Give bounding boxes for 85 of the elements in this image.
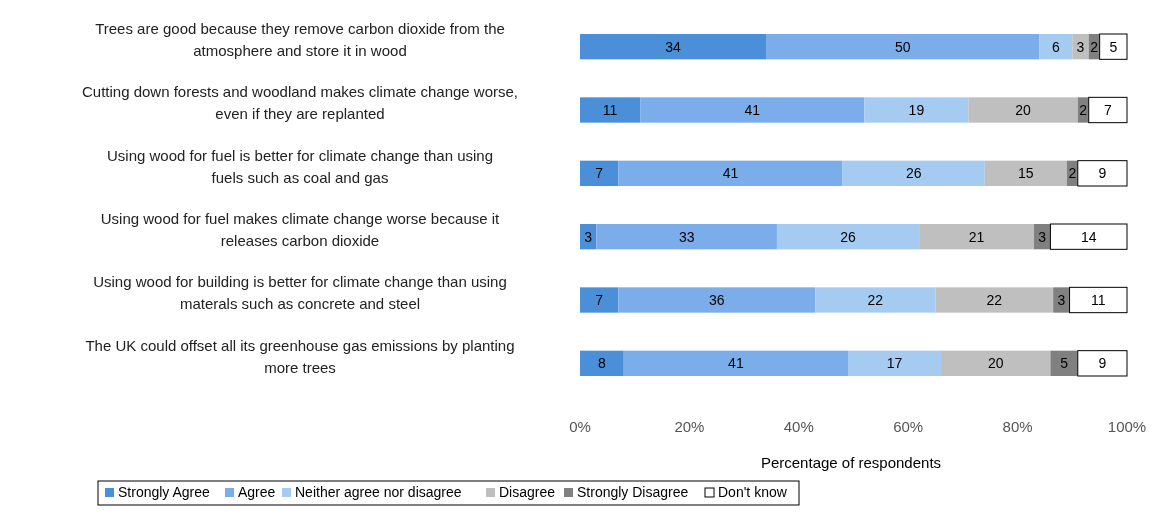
legend-label: Neither agree nor disagree: [295, 484, 462, 500]
bar: [618, 287, 816, 313]
bar: [765, 34, 1040, 60]
bar: [596, 224, 777, 250]
y-tick-label: Using wood for fuel is better for climate change than using fuels such as coal and gas: [106, 146, 494, 186]
data-label: 15: [1018, 165, 1034, 182]
data-label: 22: [867, 291, 884, 308]
bar: [1099, 33, 1128, 60]
bar: [842, 160, 985, 186]
data-label: 20: [1015, 101, 1032, 118]
bar: [640, 97, 865, 123]
bar: [1039, 34, 1073, 60]
bar: [618, 160, 843, 186]
bar: [815, 287, 936, 313]
bar: [580, 97, 641, 123]
data-label: 7: [1103, 101, 1112, 118]
y-tick-label: Using wood for building is better for climate change than using materals such as concrete and steel: [93, 273, 507, 313]
bar: [580, 34, 766, 60]
data-label: 41: [728, 355, 744, 372]
data-label: 17: [886, 355, 903, 372]
data-label: 3: [1076, 38, 1085, 55]
bar: [935, 287, 1054, 313]
bar: [580, 287, 619, 313]
legend-label: Disagree: [499, 484, 556, 500]
bar: [968, 97, 1078, 123]
data-label: 41: [744, 101, 761, 118]
data-label: 2: [1090, 38, 1099, 55]
data-label: 7: [595, 291, 604, 308]
bar: [623, 350, 849, 376]
data-label: 20: [987, 355, 1004, 372]
x-tick-label: 20%: [674, 418, 705, 435]
data-label: 9: [1098, 165, 1107, 182]
x-tick-label: 0%: [569, 418, 591, 435]
y-tick-label: Cutting down forests and woodland makes climate change worse, even if they are replanted: [81, 83, 519, 123]
bar: [1069, 286, 1128, 314]
bar: [848, 350, 942, 376]
data-label: 41: [722, 165, 739, 182]
data-label: 26: [905, 165, 922, 182]
data-label: 22: [986, 291, 1003, 308]
legend-label: Strongly Disagree: [577, 484, 689, 500]
y-tick-label: Trees are good because they remove carbon dioxide from the atmosphere and store it in wood: [95, 19, 505, 59]
bar: [776, 224, 920, 250]
bar: [1077, 350, 1128, 377]
data-label: 9: [1098, 355, 1107, 372]
bar: [580, 350, 624, 376]
data-label: 19: [908, 101, 925, 118]
x-tick-label: 100%: [1107, 418, 1147, 435]
data-label: 2: [1068, 165, 1077, 182]
x-tick-label: 60%: [893, 418, 924, 435]
data-label: 36: [708, 291, 725, 308]
data-label: 26: [840, 228, 857, 245]
bar: [1072, 34, 1089, 60]
x-tick-label: 40%: [783, 418, 814, 435]
bar: [1088, 96, 1128, 124]
legend-label: Strongly Agree: [118, 484, 211, 500]
data-label: 5: [1109, 38, 1118, 55]
data-label: 2: [1079, 101, 1088, 118]
data-label: 34: [665, 38, 681, 55]
data-label: 6: [1051, 38, 1060, 55]
data-label: 8: [597, 355, 606, 372]
legend-label: Agree: [238, 484, 276, 500]
data-label: 21: [968, 228, 985, 245]
bar: [864, 97, 969, 123]
data-label: 33: [678, 228, 695, 245]
data-label: 11: [1091, 291, 1106, 308]
bar: [919, 224, 1035, 250]
bar: [984, 160, 1067, 186]
y-tick-label: Using wood for fuel makes climate change worse because it releases carbon dioxide: [100, 209, 501, 249]
data-label: 3: [1038, 228, 1047, 245]
legend-label: Don't know: [718, 484, 788, 500]
data-label: 50: [894, 38, 911, 55]
data-label: 11: [602, 101, 618, 118]
bar: [1049, 223, 1128, 250]
data-label: 3: [1057, 291, 1066, 308]
bar: [1050, 350, 1078, 376]
x-axis-title: Percentage of respondents: [760, 454, 942, 471]
data-label: 7: [595, 165, 604, 182]
x-tick-label: 80%: [1002, 418, 1033, 435]
bar: [1077, 160, 1128, 187]
data-label: 3: [584, 228, 593, 245]
y-tick-label: The UK could offset all its greenhouse gas emissions by planting more trees: [85, 336, 515, 376]
data-label: 5: [1060, 355, 1069, 372]
bar: [580, 160, 619, 186]
data-label: 14: [1080, 228, 1097, 245]
bar: [941, 350, 1051, 376]
